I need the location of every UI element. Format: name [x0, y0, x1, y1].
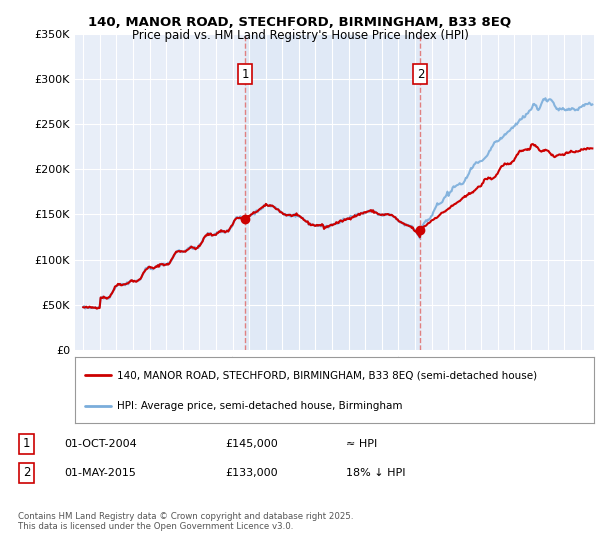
- Bar: [245, 34, 421, 350]
- Text: 1: 1: [23, 437, 30, 450]
- Text: HPI: Average price, semi-detached house, Birmingham: HPI: Average price, semi-detached house,…: [116, 402, 402, 411]
- Text: 01-OCT-2004: 01-OCT-2004: [64, 438, 137, 449]
- Text: Contains HM Land Registry data © Crown copyright and database right 2025.
This d: Contains HM Land Registry data © Crown c…: [18, 512, 353, 531]
- Text: £133,000: £133,000: [225, 468, 278, 478]
- Text: 2: 2: [23, 466, 30, 479]
- Text: 140, MANOR ROAD, STECHFORD, BIRMINGHAM, B33 8EQ: 140, MANOR ROAD, STECHFORD, BIRMINGHAM, …: [88, 16, 512, 29]
- Text: 2: 2: [416, 68, 424, 81]
- Text: £145,000: £145,000: [225, 438, 278, 449]
- Text: 140, MANOR ROAD, STECHFORD, BIRMINGHAM, B33 8EQ (semi-detached house): 140, MANOR ROAD, STECHFORD, BIRMINGHAM, …: [116, 370, 536, 380]
- Text: 1: 1: [241, 68, 249, 81]
- Text: 18% ↓ HPI: 18% ↓ HPI: [346, 468, 406, 478]
- Text: ≈ HPI: ≈ HPI: [346, 438, 377, 449]
- Text: 01-MAY-2015: 01-MAY-2015: [64, 468, 136, 478]
- Text: Price paid vs. HM Land Registry's House Price Index (HPI): Price paid vs. HM Land Registry's House …: [131, 29, 469, 42]
